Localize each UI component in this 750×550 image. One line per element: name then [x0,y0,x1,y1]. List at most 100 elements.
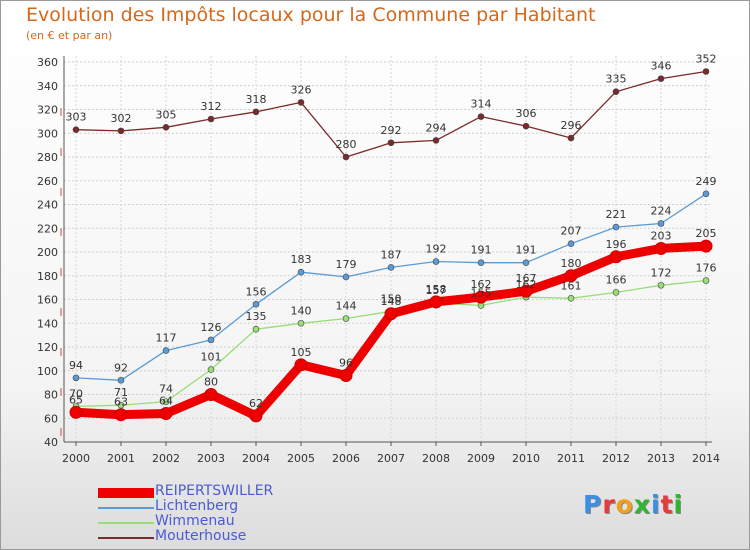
data-label-mouterhouse: 292 [381,124,402,137]
point-wimmenau [612,289,620,296]
point-mouterhouse [567,134,575,142]
data-label-mouterhouse: 312 [201,100,222,113]
point-reipertswiller [249,409,263,423]
data-label-reipertswiller: 196 [606,238,627,251]
data-label-lichtenberg: 179 [336,258,357,271]
data-label-lichtenberg: 191 [471,244,492,257]
axes: 40 60 80 100 120 140 160 180 200 220 240 260 280 300 3… [37,56,720,465]
x-tick-label: 2002 [152,452,180,465]
point-mouterhouse [72,126,80,133]
point-wimmenau [567,295,575,302]
data-label-wimmenau: 135 [246,310,267,323]
data-label-reipertswiller: 65 [69,393,83,406]
point-lichtenberg [387,264,395,271]
legend-label: Lichtenberg [155,498,239,514]
y-tick-label: 120 [37,341,58,354]
point-wimmenau [342,315,350,322]
data-label-reipertswiller: 162 [471,278,492,291]
x-tick-label: 2011 [557,452,585,465]
point-reipertswiller [69,405,83,419]
data-label-lichtenberg: 192 [426,243,447,256]
y-tick-label: 160 [37,294,58,307]
y-tick-label: 100 [37,365,58,378]
point-lichtenberg [567,240,575,247]
point-lichtenberg [657,220,665,227]
point-reipertswiller [609,250,623,264]
data-label-lichtenberg: 183 [291,253,312,266]
point-wimmenau [252,325,260,333]
point-lichtenberg [612,223,620,231]
data-label-wimmenau: 166 [606,273,627,286]
data-label-mouterhouse: 318 [246,93,267,106]
data-label-mouterhouse: 326 [291,83,312,96]
data-label-wimmenau: 162 [516,278,537,291]
chart-subtitle: (en € et par an) [26,29,113,42]
point-reipertswiller [699,239,713,253]
x-tick-label: 2007 [377,452,405,465]
x-tick-label: 2014 [692,452,720,465]
point-mouterhouse [342,153,350,161]
point-lichtenberg [522,259,530,266]
data-label-lichtenberg: 249 [696,175,717,188]
point-lichtenberg [207,336,215,344]
data-label-lichtenberg: 92 [114,361,128,374]
data-label-mouterhouse: 335 [606,73,627,86]
y-tick-label: 280 [37,151,58,164]
x-tick-label: 2003 [197,452,225,465]
legend-swatch [98,537,154,539]
data-label-reipertswiller: 96 [339,357,353,370]
x-tick-label: 2001 [107,452,135,465]
data-label-mouterhouse: 346 [651,60,672,73]
point-lichtenberg [297,268,305,276]
x-tick-label: 2000 [62,452,90,465]
data-label-lichtenberg: 191 [516,244,537,257]
data-label-mouterhouse: 302 [111,112,132,125]
y-tick-label: 60 [44,412,58,425]
legend-swatch [98,522,154,524]
data-label-reipertswiller: 167 [516,272,537,285]
point-reipertswiller [654,241,668,255]
y-tick-label: 220 [37,222,58,235]
data-label-wimmenau: 70 [69,387,83,400]
point-reipertswiller [204,388,218,401]
data-label-wimmenau: 101 [201,351,222,364]
y-tick-label: 180 [37,270,58,283]
point-reipertswiller [159,407,173,420]
data-label-reipertswiller: 180 [561,257,582,270]
point-wimmenau [297,319,305,327]
y-tick-label: 240 [37,199,58,212]
point-lichtenberg [252,300,260,308]
y-tick-label: 360 [37,56,58,69]
y-tick-label: 340 [37,80,58,93]
data-label-reipertswiller: 62 [249,397,263,410]
data-label-reipertswiller: 63 [114,396,128,409]
data-label-wimmenau: 144 [336,300,357,313]
data-label-reipertswiller: 64 [159,395,173,408]
x-tick-label: 2009 [467,452,495,465]
data-label-mouterhouse: 303 [66,111,87,124]
data-label-reipertswiller: 105 [291,346,312,359]
grid-lines [64,56,712,443]
point-lichtenberg [117,376,125,384]
data-label-wimmenau: 74 [159,383,173,396]
point-wimmenau [702,277,710,284]
x-tick-label: 2010 [512,452,540,465]
point-mouterhouse [522,122,530,130]
data-label-mouterhouse: 294 [426,121,447,134]
point-wimmenau [207,366,215,373]
point-mouterhouse [387,139,395,147]
data-label-wimmenau: 71 [114,386,128,399]
point-reipertswiller [474,290,488,304]
data-label-reipertswiller: 148 [381,295,402,308]
point-mouterhouse [702,68,710,75]
y-tick-label: 300 [37,127,58,140]
point-lichtenberg [342,273,350,281]
y-tick-label: 40 [44,436,58,449]
point-reipertswiller [519,284,533,298]
legend-label: Wimmenau [155,513,235,529]
point-lichtenberg [72,374,80,382]
data-label-wimmenau: 172 [651,266,672,279]
data-label-reipertswiller: 80 [204,376,218,389]
